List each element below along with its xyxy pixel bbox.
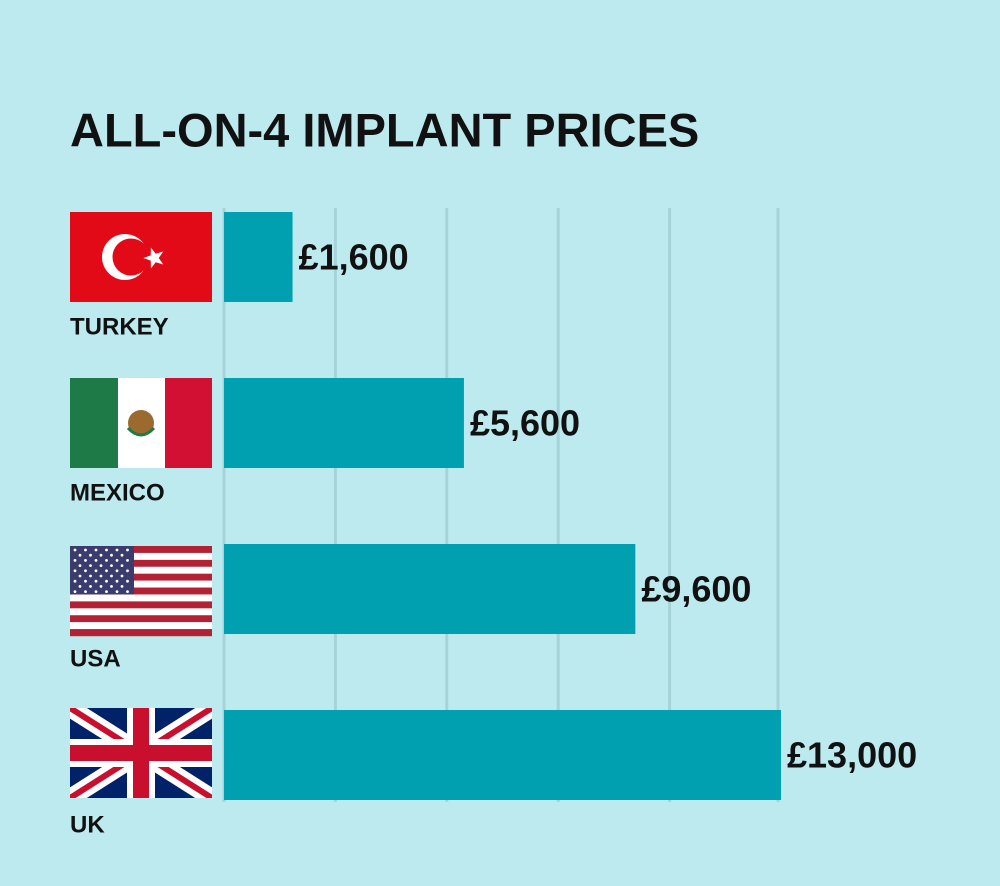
flag-star: [73, 579, 77, 583]
flag-star: [126, 590, 129, 593]
flag-star: [110, 564, 113, 567]
flag-star: [110, 585, 113, 588]
flag-mexico: [70, 378, 212, 468]
value-label: £5,600: [470, 403, 580, 444]
bar: [224, 710, 781, 800]
flag-star: [73, 569, 77, 573]
flag-star: [73, 559, 77, 562]
flag-stripe: [70, 615, 212, 623]
grid: [222, 208, 780, 802]
flag-star: [94, 559, 98, 562]
flag-star: [78, 564, 82, 567]
flag-stripe: [70, 559, 212, 567]
flag-star: [105, 579, 108, 583]
flag-star: [126, 579, 129, 583]
flag-stripe: [70, 566, 212, 574]
category-label: MEXICO: [70, 479, 165, 506]
flag-stripe: [70, 587, 212, 595]
flag-star: [105, 590, 108, 593]
flag-star: [78, 574, 82, 578]
value-label: £1,600: [299, 237, 409, 278]
flag-star: [105, 548, 108, 552]
flag-stripe: [70, 608, 212, 616]
flag-star: [94, 590, 98, 593]
flag-star: [89, 585, 92, 588]
category-label: UK: [70, 811, 105, 838]
bar: [224, 378, 464, 468]
bar: [224, 544, 636, 634]
flag-star: [94, 569, 98, 573]
flag-star: [105, 569, 108, 573]
flag-star: [115, 569, 119, 573]
flag-star: [99, 585, 103, 588]
flag-star: [115, 590, 119, 593]
flag-star: [126, 569, 129, 573]
flag-star: [84, 579, 87, 583]
flag-turkey: [70, 212, 212, 302]
flag-stripe: [70, 546, 212, 554]
flag-stripe: [70, 573, 212, 581]
flag-star: [120, 574, 124, 578]
flag-star: [99, 574, 103, 578]
flag-usa: [70, 546, 212, 637]
bar: [224, 212, 293, 302]
flag-star: [89, 553, 92, 557]
flag-star: [78, 553, 82, 557]
flag-star: [126, 559, 129, 562]
value-label: £13,000: [787, 735, 917, 776]
flag-star: [84, 590, 87, 593]
flag-star: [126, 548, 129, 552]
flag-star: [73, 590, 77, 593]
flag-star: [89, 564, 92, 567]
flag-star: [110, 574, 113, 578]
flag-star: [84, 569, 87, 573]
flag-star: [99, 553, 103, 557]
flag-stripe: [70, 580, 212, 588]
flag-star: [78, 585, 82, 588]
flag-star: [115, 579, 119, 583]
chart-title: ALL-ON-4 IMPLANT PRICES: [70, 103, 699, 156]
flag-stripe: [70, 601, 212, 609]
category-label: TURKEY: [70, 313, 169, 340]
flag-star: [94, 579, 98, 583]
flag-star: [120, 553, 124, 557]
flag-star: [115, 559, 119, 562]
flag-stripe: [70, 622, 212, 630]
flag-star: [73, 548, 77, 552]
flag-star: [99, 564, 103, 567]
category-label: USA: [70, 645, 121, 672]
flag-star: [120, 564, 124, 567]
flag-star: [105, 559, 108, 562]
flag-star: [94, 548, 98, 552]
flag-star: [89, 574, 92, 578]
flag-stripe: [70, 552, 212, 561]
flag-stripe: [70, 594, 212, 602]
flag-star: [120, 585, 124, 588]
flag-star: [84, 559, 87, 562]
value-label: £9,600: [641, 569, 751, 610]
flag-star: [110, 553, 113, 557]
flag-star: [84, 548, 87, 552]
flag-uk: [70, 708, 212, 798]
flag-stripe: [70, 629, 212, 637]
flag-star: [115, 548, 119, 552]
